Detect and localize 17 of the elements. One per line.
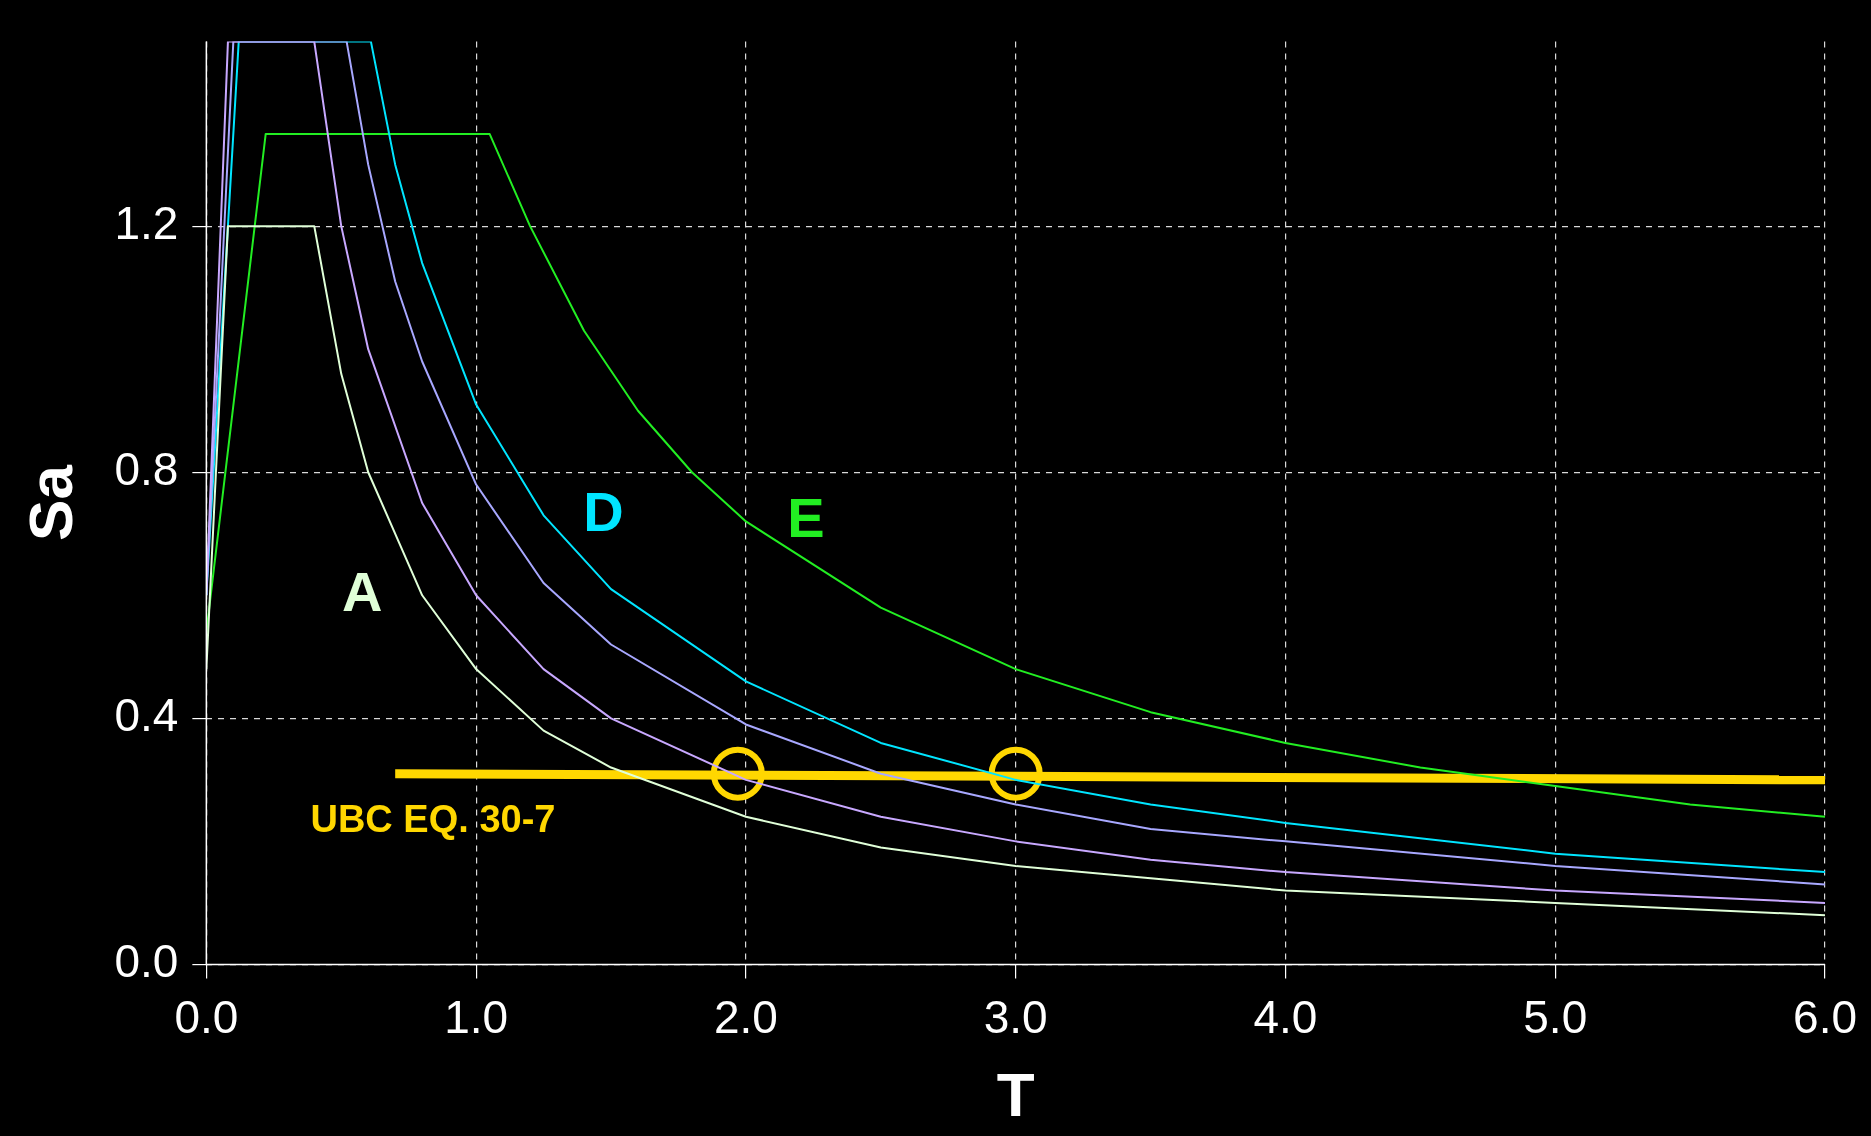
x-tick-label: 1.0 (444, 990, 509, 1043)
annotation: UBC EQ. 30-7 (310, 797, 556, 840)
y-tick-label: 0.4 (114, 689, 179, 742)
y-axis-title: Sa (16, 464, 86, 541)
x-tick-label: 3.0 (983, 990, 1048, 1043)
x-tick-label: 4.0 (1253, 990, 1318, 1043)
y-tick-label: 0.0 (114, 935, 179, 988)
x-tick-label: 2.0 (713, 990, 778, 1043)
x-tick-label: 0.0 (174, 990, 239, 1043)
x-axis-title: T (996, 1059, 1035, 1129)
x-tick-label: 6.0 (1793, 990, 1857, 1043)
y-tick-label: 1.2 (114, 196, 179, 249)
series-label: A (341, 559, 383, 623)
y-tick-label: 0.8 (114, 442, 179, 495)
series-label: E (787, 485, 825, 549)
x-tick-label: 5.0 (1523, 990, 1588, 1043)
series-label: D (583, 479, 624, 543)
